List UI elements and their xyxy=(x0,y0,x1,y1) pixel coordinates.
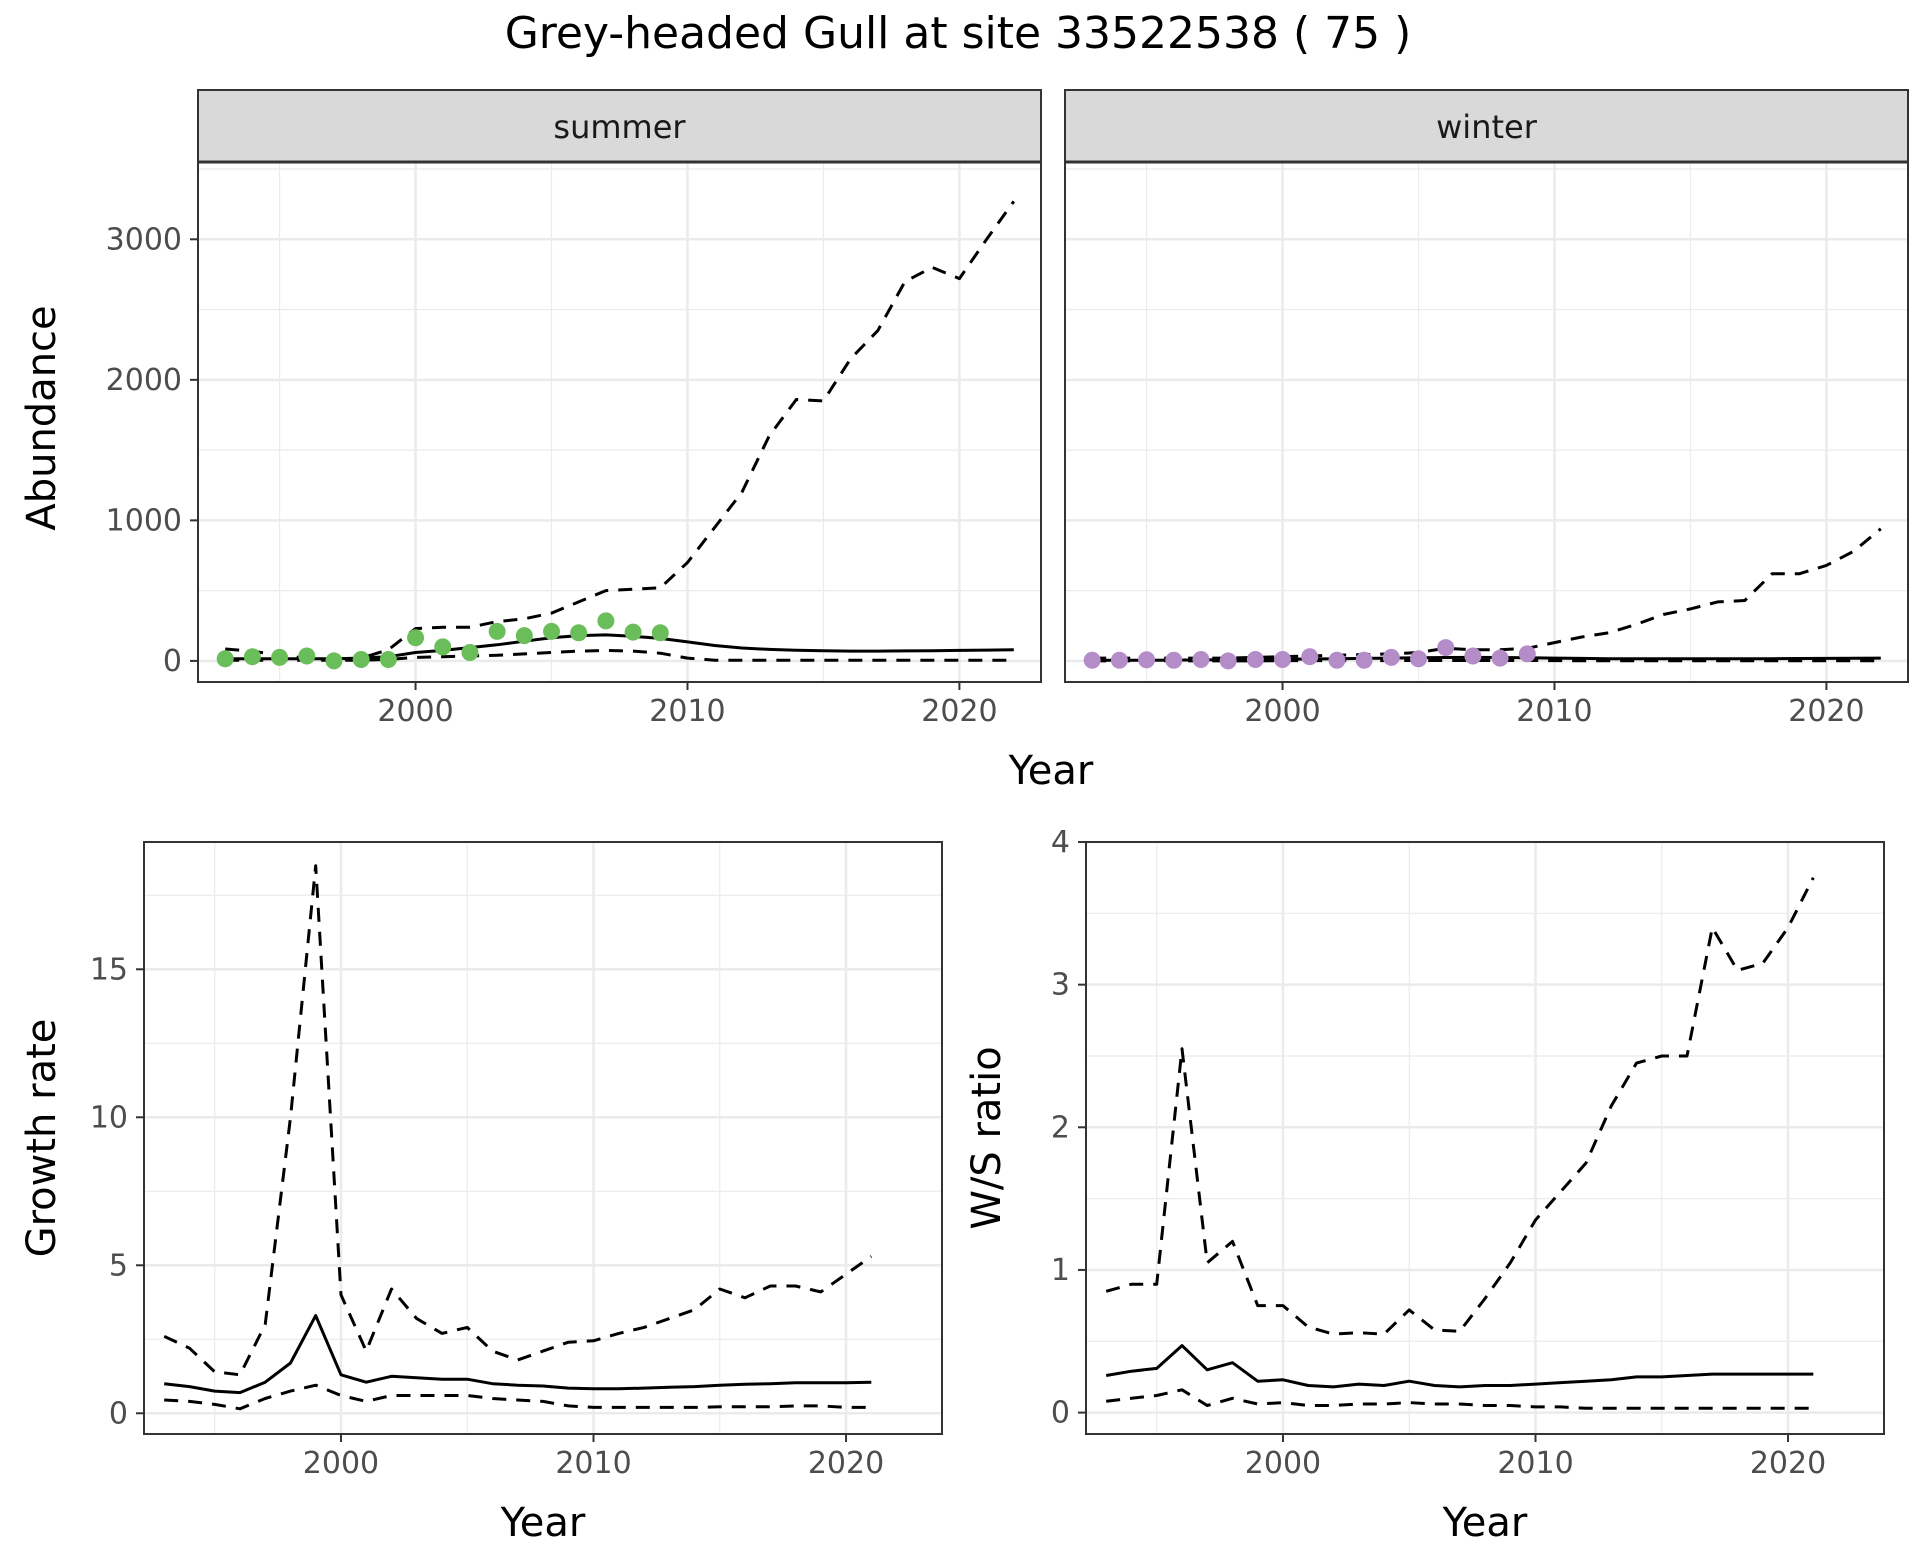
winter-data-point xyxy=(1219,652,1237,670)
winter-data-point xyxy=(1192,651,1210,669)
winter-data-point xyxy=(1382,648,1400,666)
growth-confidence-line xyxy=(163,864,873,1377)
growth-panel-border xyxy=(143,841,943,1435)
y-tick-label: 0 xyxy=(109,1396,128,1431)
winter-data-point xyxy=(1274,651,1292,669)
winter-data-point xyxy=(1328,651,1346,669)
y-tick-label: 4 xyxy=(1051,825,1070,860)
winter-plot-background xyxy=(1065,162,1908,682)
winter-data-point xyxy=(1301,648,1319,666)
summer-plot-background xyxy=(198,162,1041,682)
summer-data-point xyxy=(651,624,669,642)
summer-data-point xyxy=(407,629,425,647)
winter-data-point xyxy=(1165,651,1183,669)
summer-data-point xyxy=(271,648,289,666)
winter-data-point xyxy=(1518,645,1536,663)
summer-data-point xyxy=(570,624,588,642)
x-tick-label: 2010 xyxy=(1497,1446,1573,1481)
growth-plot-background xyxy=(144,842,942,1434)
y-tick-label: 0 xyxy=(1051,1396,1070,1431)
summer-data-point xyxy=(597,612,615,630)
ratio-confidence-line xyxy=(1105,877,1815,1336)
summer-data-point xyxy=(543,622,561,640)
x-tick-label: 2000 xyxy=(1245,1446,1321,1481)
summer-strip-label: summer xyxy=(553,108,686,146)
summer-data-point xyxy=(298,647,316,665)
x-tick-label: 2000 xyxy=(303,1446,379,1481)
ratio-panel-border xyxy=(1085,841,1885,1435)
summer-data-point xyxy=(434,638,452,656)
y-tick-label: 10 xyxy=(90,1100,128,1135)
ratio-confidence-line xyxy=(1106,1388,1814,1410)
ratio-plot-background xyxy=(1086,842,1884,1434)
winter-data-point xyxy=(1246,651,1264,669)
y-tick-label: 3000 xyxy=(106,222,182,257)
summer-data-point xyxy=(216,650,234,668)
y-tick-label: 15 xyxy=(90,952,128,987)
x-tick-label: 2020 xyxy=(1750,1446,1826,1481)
top-y-axis-title: Abundance xyxy=(19,305,65,530)
ws-ratio-panel: 2000 2010 2020 0 1 2 3 4 xyxy=(1051,825,1885,1481)
y-tick-label: 1000 xyxy=(106,503,182,538)
growth-rate-panel: 2000 2010 2020 0 5 10 15 xyxy=(90,841,943,1481)
x-tick-label: 2000 xyxy=(1244,694,1320,729)
growth-x-axis-title: Year xyxy=(500,1500,586,1546)
figure-title: Grey-headed Gull at site 33522538 ( 75 ) xyxy=(505,8,1412,59)
x-tick-label: 2020 xyxy=(921,694,997,729)
winter-data-point xyxy=(1110,651,1128,669)
winter-data-point xyxy=(1083,651,1101,669)
growth-y-axis-title: Growth rate xyxy=(19,1019,65,1258)
winter-data-point xyxy=(1437,639,1455,657)
summer-strip: summer xyxy=(197,89,1042,164)
summer-data-point xyxy=(624,623,642,641)
x-tick-label: 2000 xyxy=(377,694,453,729)
winter-data-point xyxy=(1355,651,1373,669)
ratio-estimate-line xyxy=(1105,1344,1814,1389)
winter-strip-label: winter xyxy=(1436,108,1538,146)
x-tick-label: 2010 xyxy=(555,1446,631,1481)
x-tick-label: 2020 xyxy=(1788,694,1864,729)
y-tick-label: 1 xyxy=(1051,1253,1070,1288)
winter-strip: winter xyxy=(1064,89,1909,164)
growth-estimate-line xyxy=(164,1314,872,1395)
x-tick-label: 2020 xyxy=(808,1446,884,1481)
summer-data-point xyxy=(515,627,533,645)
summer-data-point xyxy=(379,651,397,669)
y-tick-label: 2 xyxy=(1051,1110,1070,1145)
winter-data-point xyxy=(1410,650,1428,668)
summer-data-point xyxy=(488,622,506,640)
ratio-y-axis-title: W/S ratio xyxy=(964,1046,1010,1229)
winter-abundance-panel: 2000 2010 2020 xyxy=(1064,161,1909,729)
summer-data-point xyxy=(461,643,479,661)
winter-data-point xyxy=(1138,651,1156,669)
x-tick-label: 2010 xyxy=(1516,694,1592,729)
growth-confidence-line xyxy=(164,1383,872,1411)
y-tick-label: 3 xyxy=(1051,968,1070,1003)
winter-data-point xyxy=(1491,649,1509,667)
top-x-axis-title: Year xyxy=(1008,748,1094,794)
y-tick-label: 5 xyxy=(109,1248,128,1283)
y-tick-label: 2000 xyxy=(106,363,182,398)
summer-data-point xyxy=(352,651,370,669)
x-tick-label: 2010 xyxy=(649,694,725,729)
summer-data-point xyxy=(243,648,261,666)
y-tick-label: 0 xyxy=(163,644,182,679)
summer-abundance-panel: 2000 2010 2020 0 1000 2000 3000 xyxy=(106,161,1042,729)
winter-data-point xyxy=(1464,647,1482,665)
summer-data-point xyxy=(325,652,343,670)
ratio-x-axis-title: Year xyxy=(1442,1500,1528,1546)
